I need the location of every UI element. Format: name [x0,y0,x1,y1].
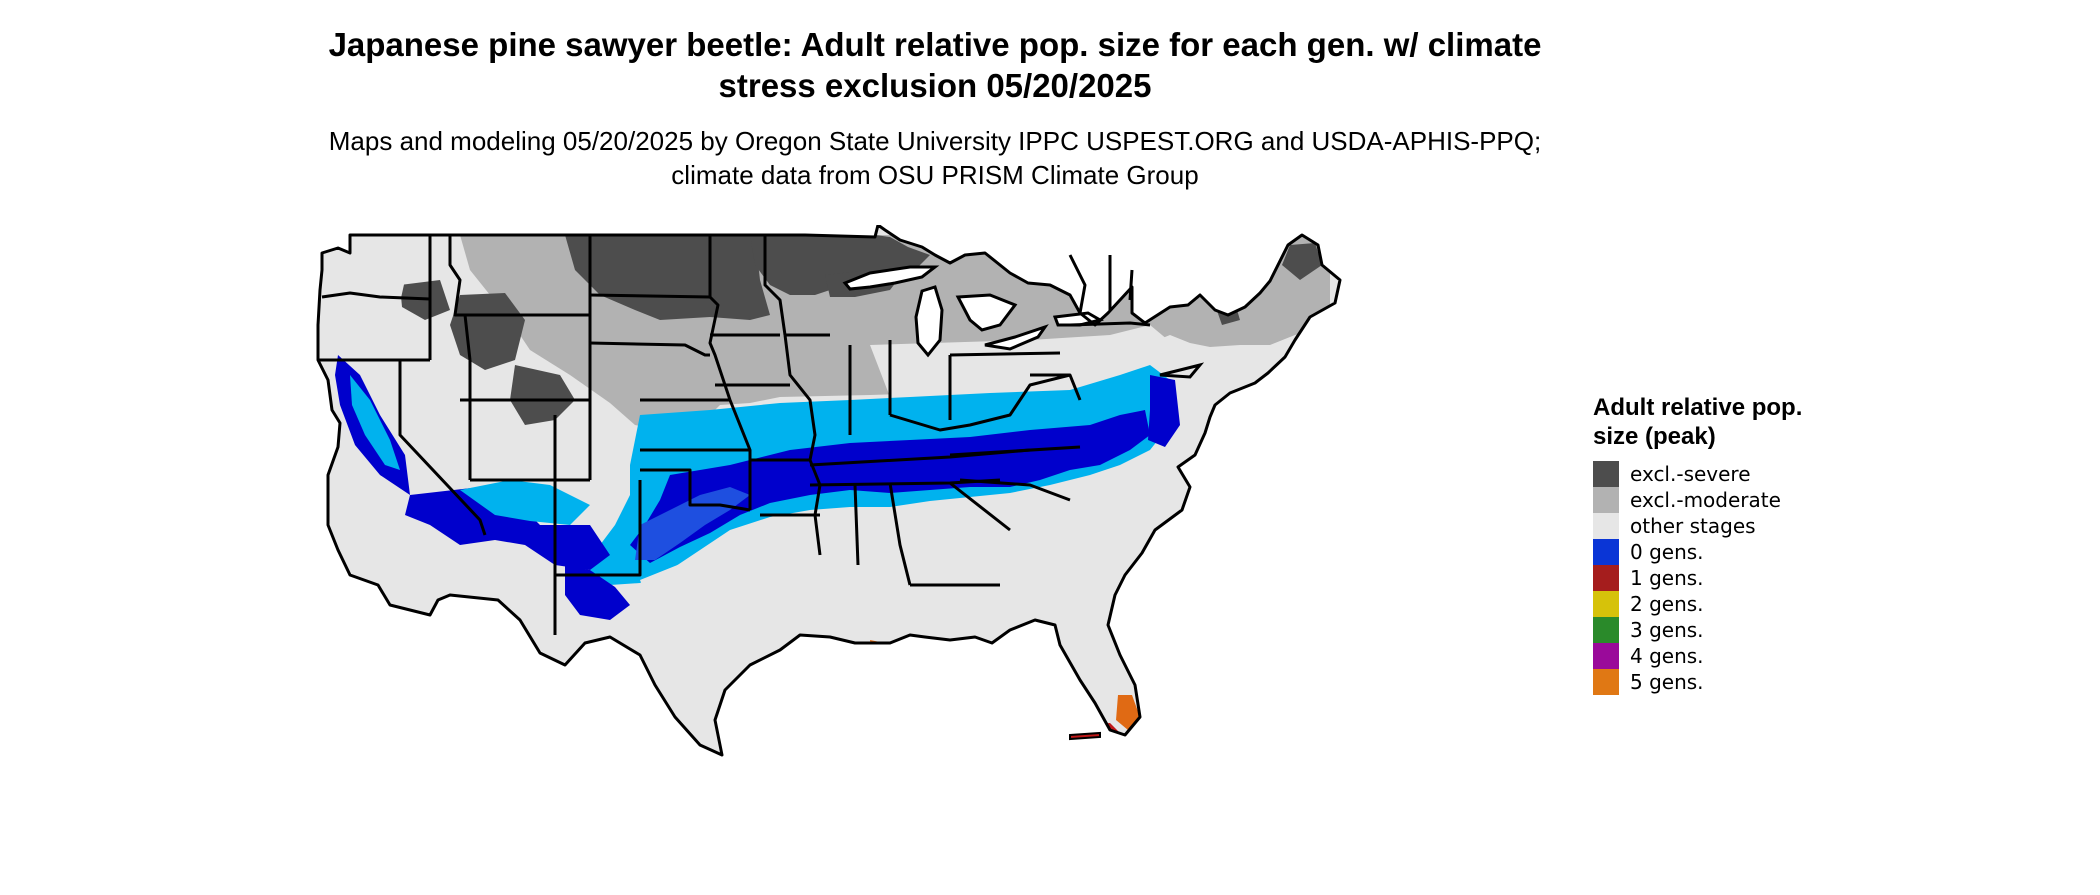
legend-label: 1 gens. [1630,566,1704,590]
legend-swatch [1593,669,1619,695]
legend-label: 3 gens. [1630,618,1704,642]
legend-swatch [1593,461,1619,487]
us-map [316,225,1342,757]
zone-severe-dakotas [565,235,770,320]
legend-item: 5 gens. [1593,669,1853,695]
lake-superior [842,265,940,291]
legend-item: 3 gens. [1593,617,1853,643]
legend-swatch [1593,565,1619,591]
zone-light-blue-arizona [460,480,590,525]
map-title: Japanese pine sawyer beetle: Adult relat… [328,26,1542,104]
legend-item: excl.-severe [1593,461,1853,487]
zone-blue-texas [565,565,630,620]
legend-label: 4 gens. [1630,644,1704,668]
legend-label: excl.-moderate [1630,488,1781,512]
zone-other-texas [640,520,870,655]
legend-swatch [1593,539,1619,565]
legend-swatch [1593,513,1619,539]
lake-huron [955,293,1018,332]
florida-keys [1069,731,1101,741]
legend-item: excl.-moderate [1593,487,1853,513]
zone-severe-colorado [510,365,575,425]
lake-michigan [914,285,944,358]
long-island [1159,362,1205,379]
legend-swatch [1593,591,1619,617]
legend-item: 1 gens. [1593,565,1853,591]
legend: Adult relative pop. size (peak) excl.-se… [1593,393,1853,695]
legend-title: Adult relative pop. size (peak) [1593,394,1803,450]
legend-swatch [1593,643,1619,669]
legend-items: excl.-severe excl.-moderate other stages 0 … [1593,461,1853,695]
legend-item: other stages [1593,513,1853,539]
legend-item: 4 gens. [1593,643,1853,669]
legend-label: other stages [1630,514,1756,538]
map-subtitle: Maps and modeling 05/20/2025 by Oregon S… [328,126,1542,190]
zone-orange-florida [1116,695,1140,730]
lake-erie [984,324,1049,351]
legend-label: 0 gens. [1630,540,1704,564]
zone-severe-minnesota [750,235,930,295]
legend-item: 0 gens. [1593,539,1853,565]
zone-blue-arizona [405,483,610,570]
legend-label: excl.-severe [1630,462,1751,486]
zone-other-gulf [870,500,1140,725]
zone-light-blue-california [350,375,400,470]
legend-label: 5 gens. [1630,670,1704,694]
legend-swatch [1593,617,1619,643]
state-borders [316,225,1342,757]
zone-dark-blue-coast [1148,375,1180,447]
legend-label: 2 gens. [1630,592,1704,616]
legend-item: 2 gens. [1593,591,1853,617]
legend-swatch [1593,487,1619,513]
zone-severe-maine [1282,243,1322,280]
zone-other-west [318,235,460,355]
